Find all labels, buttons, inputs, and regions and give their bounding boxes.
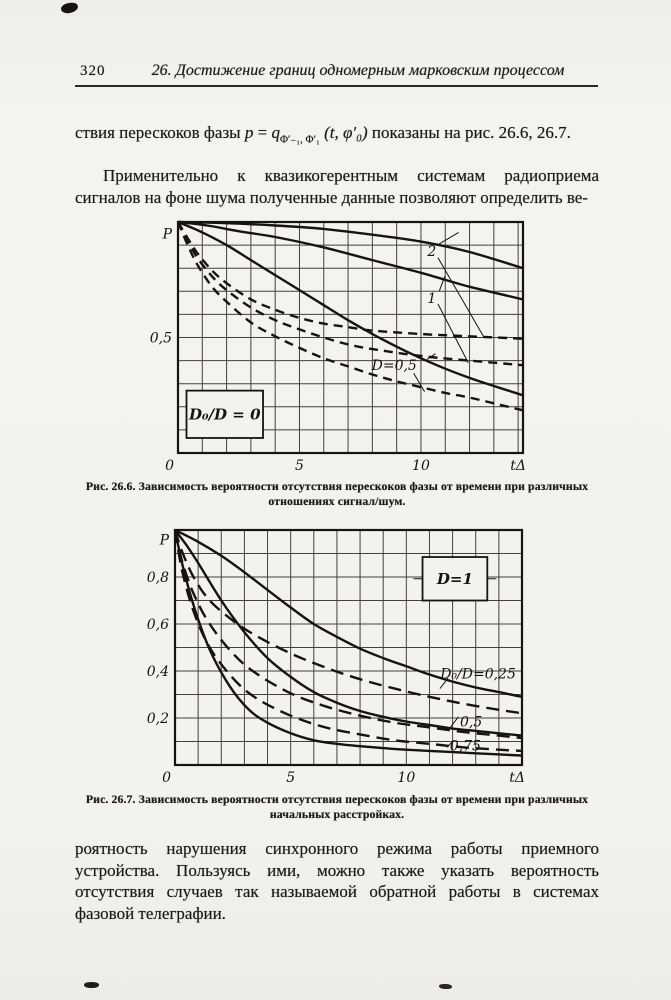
curve-annotation-label: 1 <box>427 291 436 307</box>
curve-annotation-label: D=0,5 <box>371 358 417 374</box>
condition-box <box>185 389 264 439</box>
paragraph-1-text-post: показаны на рис. 26.6, 26.7. <box>371 123 571 142</box>
curve-r025-dashed <box>173 529 523 715</box>
curve-d1-dashed <box>176 221 524 367</box>
paragraph-1-text-pre: ствия перескоков фазы <box>75 123 241 142</box>
curve-r05-dashed <box>173 529 523 740</box>
running-head-title: 26. Достижение границ одномерным марковс… <box>151 62 565 79</box>
curve-annotation-label: D₀/D=0,25 <box>439 666 516 682</box>
figure-26-7-caption: Рис. 26.7. Зависимость вероятности отсут… <box>75 792 599 822</box>
paragraph-3: роятность нарушения синхронного режима р… <box>75 839 599 923</box>
paragraph-1: ствия перескоков фазы p = qΦ′₋₁, Φ′₁ (t,… <box>75 122 599 146</box>
annotation-leader <box>438 276 446 292</box>
curve-d2-solid <box>177 220 524 270</box>
y-axis-tick-label: 0,8 <box>147 570 169 586</box>
curve-r075-dashed <box>173 529 523 753</box>
curve-r025-solid <box>174 528 523 698</box>
scan-artifact-bottom-center <box>438 983 453 990</box>
curve-d05-dashed <box>176 221 524 412</box>
formula-args: (t, φ′₀) <box>324 123 368 142</box>
formula-subscript: Φ′₋₁, Φ′₁ <box>279 133 320 146</box>
formula-p-q: p = qΦ′₋₁, Φ′₁ (t, φ′₀) <box>244 123 368 146</box>
curve-annotation-label: 2 <box>426 244 436 260</box>
plot-border <box>176 220 525 455</box>
figure-26-6-chart: D₀/D = 0 2 1 D=0,5 0 5 10 tΔ P 0,5 <box>150 220 526 474</box>
y-axis-tick-label: 0,6 <box>147 617 169 633</box>
annotation-leader <box>449 716 459 728</box>
y-axis-tick-label: 0,2 <box>147 711 169 727</box>
y-axis-tick-label: 0,5 <box>150 331 172 347</box>
figure-26-6-caption: Рис. 26.6. Зависимость вероятности отсут… <box>75 479 599 509</box>
annotation-leader <box>439 677 449 689</box>
curve-d2-dashed <box>176 221 524 340</box>
caption-line: Рис. 26.6. Зависимость вероятности отсут… <box>85 479 589 493</box>
y-axis-tick-label: P <box>162 227 173 243</box>
x-axis-tick-label: 10 <box>397 770 415 786</box>
condition-box-label: D=1 <box>436 570 473 588</box>
paragraph-2: Применительно к квазикогерентным система… <box>75 166 599 207</box>
x-axis-tick-label: tΔ <box>509 770 525 786</box>
y-axis-tick-label: P <box>159 532 170 548</box>
condition-box-label: D₀/D = 0 <box>188 405 261 423</box>
figure-26-7-chart: D=1 D₀/D=0,25 0,5 0,75 0 5 10 tΔ P 0,8 0,6 0,4 0,2 <box>147 528 525 786</box>
annotation-leader <box>446 739 455 748</box>
header-rule <box>75 85 598 87</box>
x-axis-tick-label: 10 <box>412 458 430 474</box>
x-axis-tick-label: 5 <box>286 770 295 786</box>
x-axis-tick-label: tΔ <box>510 458 526 474</box>
page-number: 320 <box>80 63 106 79</box>
curve-annotation-label: 0,5 <box>460 715 482 731</box>
scan-artifact-top-left <box>60 1 79 15</box>
y-axis-tick-label: 0,4 <box>147 664 169 680</box>
condition-box <box>421 556 489 602</box>
annotation-leader <box>437 257 485 338</box>
curve-d05-solid <box>177 220 524 397</box>
curve-r05-solid <box>174 529 523 737</box>
annotation-leader <box>413 373 426 393</box>
plot-border <box>173 528 524 767</box>
curve-annotation-label: 0,75 <box>450 739 481 755</box>
caption-line: начальных расстройках. <box>269 807 405 821</box>
annotation-leader <box>437 303 469 364</box>
x-axis-tick-label: 5 <box>295 458 304 474</box>
caption-line: отношениях сигнал/шум. <box>268 494 406 508</box>
curve-d1-solid <box>177 220 524 301</box>
x-axis-tick-label: 0 <box>162 770 171 786</box>
caption-line: Рис. 26.7. Зависимость вероятности отсут… <box>85 792 589 806</box>
annotation-leader <box>438 231 459 245</box>
x-axis-tick-label: 0 <box>165 458 174 474</box>
scan-artifact-bottom-left <box>84 982 99 988</box>
annotation-leader <box>426 353 436 360</box>
